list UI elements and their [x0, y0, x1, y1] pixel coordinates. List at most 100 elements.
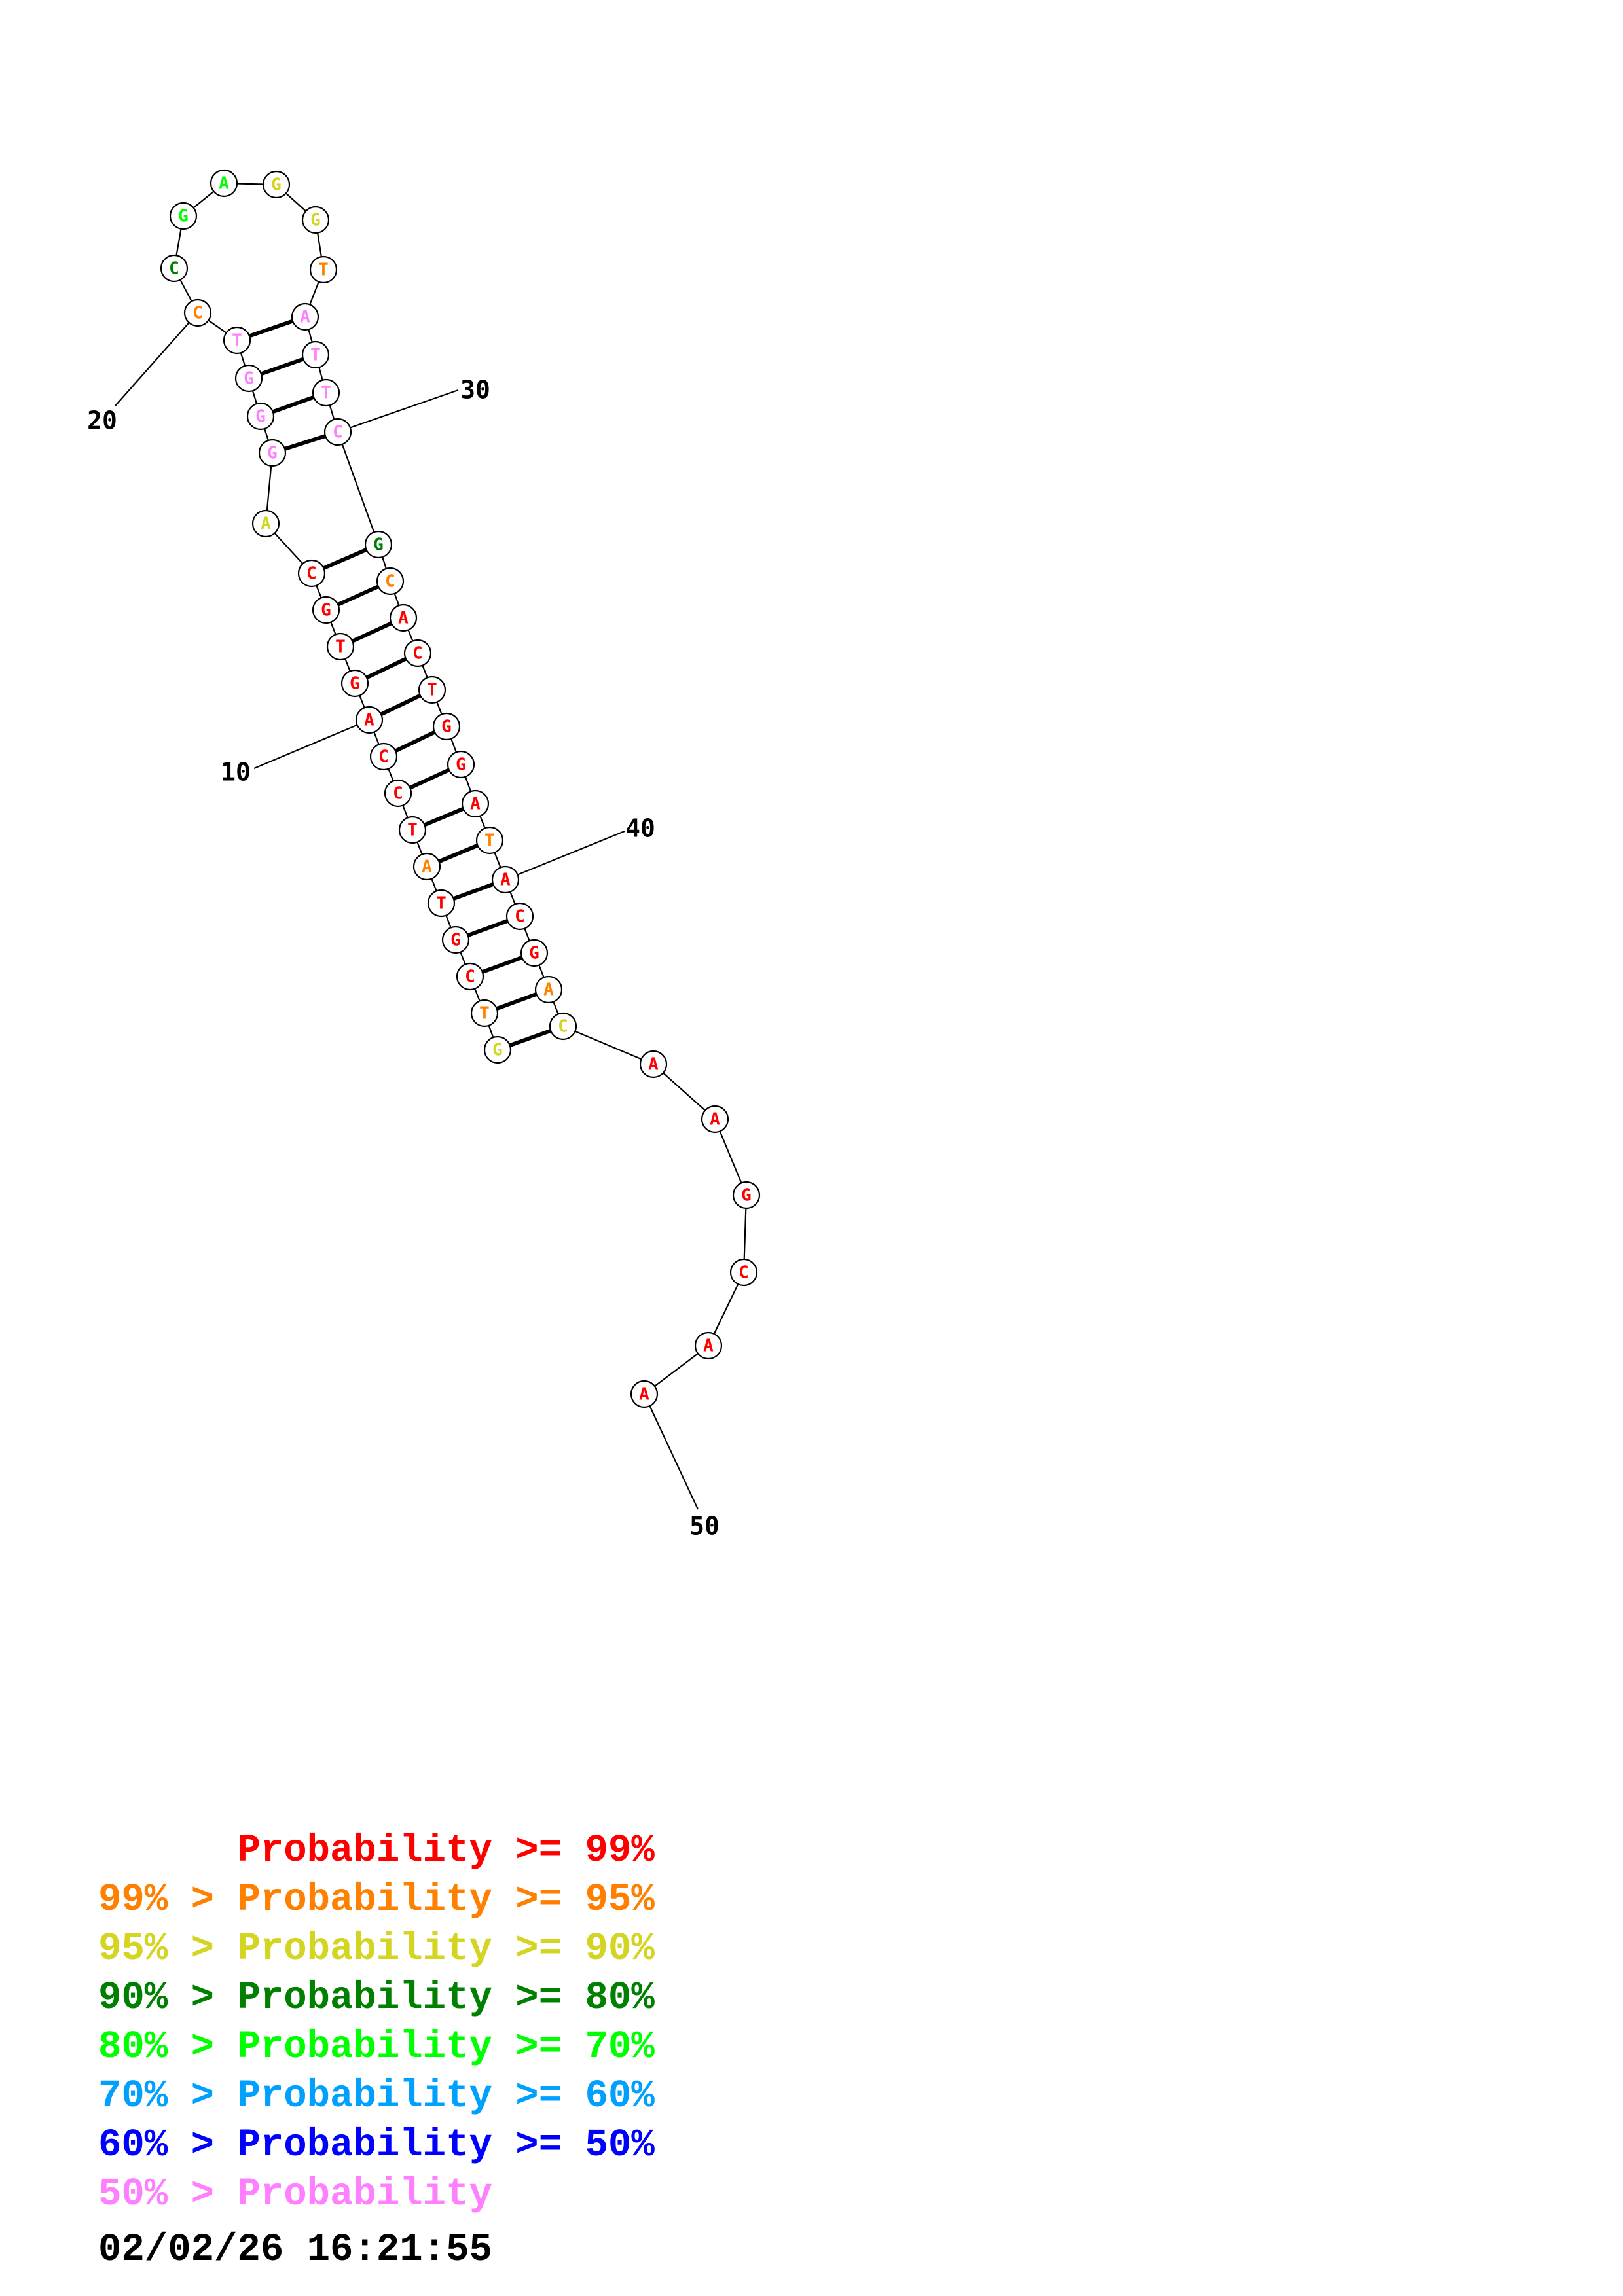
- base-pair-line: [380, 693, 422, 717]
- legend-prefix: 60% >: [98, 2123, 238, 2167]
- probability-legend: Probability >= 99% 99% > Probability >= 9…: [98, 1826, 655, 2219]
- nucleotide: T: [309, 255, 338, 284]
- nucleotide-letter: T: [321, 384, 331, 403]
- nucleotide-letter: T: [232, 331, 242, 351]
- nucleotide-circle: [694, 1331, 723, 1360]
- nucleotide: A: [291, 302, 319, 331]
- nucleotide-letter: C: [385, 572, 395, 592]
- position-ticks: [115, 312, 699, 1510]
- nucleotide-circle: [160, 254, 189, 283]
- base-pair-line: [409, 768, 450, 790]
- nucleotide-letter: G: [267, 444, 278, 463]
- nucleotide-letter: G: [373, 535, 384, 555]
- nucleotide-circle: [732, 1181, 761, 1210]
- nucleotide-circle: [301, 340, 330, 369]
- nucleotide-letter: A: [500, 870, 511, 890]
- nucleotide: A: [355, 706, 384, 734]
- nucleotide-circle: [432, 712, 461, 741]
- base-pair-line: [452, 882, 494, 901]
- nucleotide-letter: T: [407, 821, 418, 840]
- nucleotide: G: [364, 530, 393, 559]
- nucleotide: G: [441, 925, 470, 954]
- nucleotide-letter: C: [465, 967, 475, 987]
- nucleotide-letter: A: [300, 308, 310, 327]
- legend-text: Probability >= 50%: [237, 2123, 655, 2167]
- nucleotide-circle: [520, 939, 549, 967]
- position-label: 20: [87, 406, 117, 435]
- base-pair-line: [337, 584, 379, 607]
- nucleotide-circle: [355, 706, 384, 734]
- nucleotide-letter: C: [558, 1017, 568, 1037]
- position-label: 30: [460, 376, 490, 404]
- backbone-line: [173, 182, 748, 1395]
- nucleotide: A: [210, 169, 238, 198]
- base-pair-line: [272, 395, 315, 414]
- nucleotide: C: [505, 902, 534, 931]
- legend-prefix: 99% >: [98, 1878, 238, 1922]
- nucleotide-circle: [398, 816, 427, 844]
- nucleotide: C: [549, 1012, 577, 1041]
- nucleotide: A: [491, 865, 520, 894]
- nucleotide-letter: C: [192, 304, 203, 323]
- legend-row: 90% > Probability >= 80%: [98, 1973, 655, 2022]
- nucleotide-letter: G: [271, 175, 282, 195]
- nucleotide-circle: [251, 509, 280, 538]
- nucleotide-circle: [291, 302, 319, 331]
- position-tick: [115, 312, 198, 406]
- nucleotide: A: [630, 1380, 659, 1408]
- nucleotide-letter: T: [310, 346, 321, 365]
- nucleotide-letter: T: [436, 894, 447, 914]
- nucleotide-circle: [505, 902, 534, 931]
- nucleotide: T: [398, 816, 427, 844]
- nucleotide-circle: [258, 439, 287, 467]
- nucleotide-circle: [461, 789, 490, 818]
- nucleotide-letter: A: [710, 1110, 720, 1130]
- legend-text: Probability >= 60%: [237, 2074, 655, 2118]
- base-pair-line: [509, 1028, 552, 1048]
- nucleotide: G: [732, 1181, 761, 1210]
- nucleotide-circle: [412, 852, 441, 881]
- nucleotide: A: [694, 1331, 723, 1360]
- nucleotide-circle: [534, 975, 563, 1004]
- nucleotide: C: [456, 962, 484, 991]
- nucleotide: C: [160, 254, 189, 283]
- nucleotide-circle: [483, 1035, 512, 1064]
- base-pair-line: [248, 319, 294, 338]
- legend-text: Probability >= 80%: [237, 1976, 655, 2020]
- legend-prefix: 90% >: [98, 1976, 238, 2020]
- nucleotide: A: [639, 1050, 668, 1079]
- nucleotide: G: [301, 206, 330, 234]
- nucleotide-circle: [384, 779, 412, 808]
- base-pair-line: [481, 956, 523, 974]
- nucleotide-letter: C: [306, 564, 317, 584]
- nucleotide-letter: G: [741, 1186, 752, 1206]
- nucleotide-circle: [312, 378, 340, 407]
- legend-row: 95% > Probability >= 90%: [98, 1924, 655, 1973]
- position-label: 10: [221, 758, 251, 787]
- nucleotide-letter: A: [648, 1055, 659, 1075]
- nucleotide: G: [169, 202, 198, 230]
- legend-row: 99% > Probability >= 95%: [98, 1875, 655, 1924]
- base-pair-line: [323, 548, 367, 570]
- nucleotide: G: [312, 596, 340, 624]
- nucleotide: T: [312, 378, 340, 407]
- nucleotide: T: [475, 826, 504, 855]
- nucleotide-circle: [549, 1012, 577, 1041]
- nucleotide: C: [384, 779, 412, 808]
- nucleotide: G: [483, 1035, 512, 1064]
- nucleotide-letter: A: [364, 711, 374, 730]
- nucleotide-circle: [630, 1380, 659, 1408]
- nucleotide: G: [258, 439, 287, 467]
- nucleotide-letter: C: [515, 907, 525, 927]
- nucleotide-circle: [441, 925, 470, 954]
- nucleotide: C: [729, 1258, 758, 1287]
- nucleotide-circle: [326, 632, 355, 661]
- nucleotide-circle: [364, 530, 393, 559]
- nucleotide: T: [427, 889, 456, 918]
- nucleotide: T: [301, 340, 330, 369]
- nucleotide-letter: G: [310, 211, 321, 230]
- legend-row: 70% > Probability >= 60%: [98, 2072, 655, 2121]
- legend-text: Probability >= 70%: [237, 2025, 655, 2069]
- base-pair-line: [496, 992, 538, 1011]
